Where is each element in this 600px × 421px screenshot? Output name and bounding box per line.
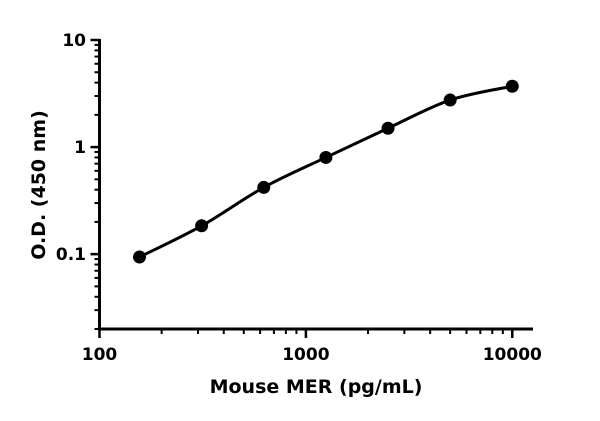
plot-area	[133, 79, 519, 264]
data-point	[505, 79, 519, 93]
data-point	[319, 150, 333, 164]
x-tick-label: 1000	[282, 345, 329, 365]
y-tick-label: 1	[74, 138, 86, 158]
x-tick-label: 100	[82, 345, 118, 365]
data-point	[257, 180, 271, 194]
fit-curve	[138, 84, 513, 259]
data-point	[381, 121, 395, 135]
y-axis-title: O.D. (450 nm)	[28, 110, 50, 260]
y-tick-label: 10	[62, 31, 86, 51]
x-tick-label: 10000	[483, 345, 542, 365]
data-point	[133, 250, 147, 264]
y-tick-label: 0.1	[56, 245, 86, 265]
axes: 100 1000 10000 0.1 1 10	[56, 31, 542, 365]
data-point	[443, 93, 457, 107]
x-axis-title: Mouse MER (pg/mL)	[210, 376, 423, 398]
data-point	[195, 219, 209, 233]
